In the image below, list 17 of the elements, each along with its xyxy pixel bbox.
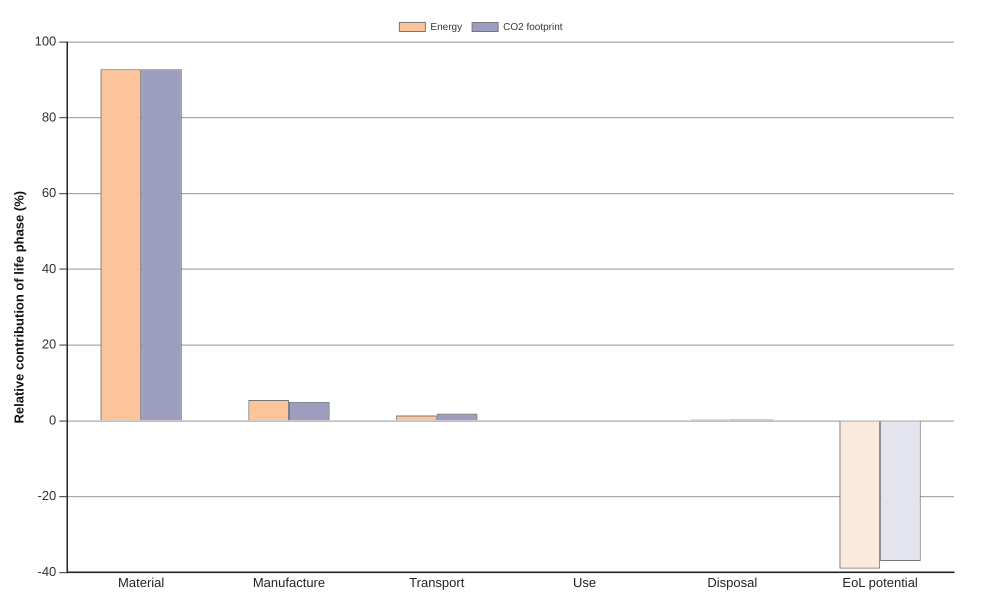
x-tick-label: Material <box>118 574 164 590</box>
x-tick-label: Use <box>572 574 596 590</box>
y-tick-label: -20 <box>37 488 56 504</box>
y-tick-label: 60 <box>42 185 56 200</box>
x-tick-label: Transport <box>409 574 465 590</box>
y-axis-title: Relative contribution of life phase (%) <box>11 190 26 424</box>
legend-label: CO2 footprint <box>503 22 563 33</box>
legend-label: Energy <box>430 22 462 33</box>
x-tick-label: EoL potential <box>842 574 918 590</box>
y-tick-label: 0 <box>49 412 56 428</box>
y-tick-label: 40 <box>42 260 56 276</box>
y-tick-label: -40 <box>37 564 56 579</box>
y-tick-label: 80 <box>42 109 56 124</box>
y-tick-label: 100 <box>34 34 56 49</box>
x-tick-label: Disposal <box>707 574 758 590</box>
x-tick-label: Manufacture <box>252 574 326 590</box>
y-tick-label: 20 <box>42 336 56 352</box>
